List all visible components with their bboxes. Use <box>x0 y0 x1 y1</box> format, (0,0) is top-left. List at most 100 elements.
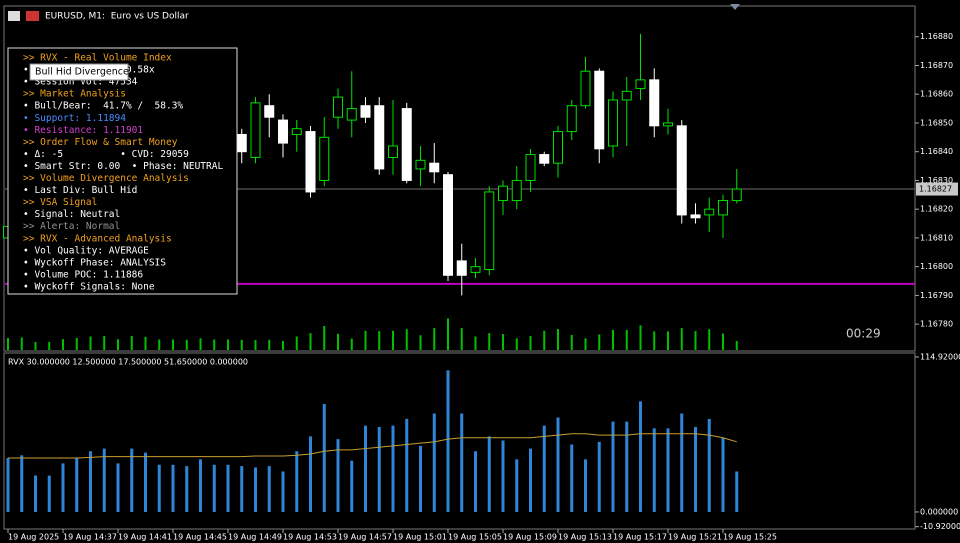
candle-body <box>676 125 687 216</box>
info-line: • Wyckoff Phase: ANALYSIS <box>23 257 166 268</box>
menu-icon[interactable] <box>8 11 20 21</box>
bar <box>89 451 92 512</box>
info-line: • Δ: -5 • CVD: 29059 <box>23 149 189 160</box>
bar <box>529 448 532 512</box>
bar <box>199 459 202 512</box>
candle-body <box>250 102 261 158</box>
candle-body <box>264 105 275 118</box>
info-line: • Vol Quality: AVERAGE <box>23 245 149 256</box>
bar <box>446 370 450 512</box>
bar <box>639 401 642 512</box>
candle-body <box>236 133 247 153</box>
tooltip-text: Bull Hid Divergence <box>35 67 129 78</box>
y-tick-label: 1.16880 <box>920 32 953 41</box>
info-panel-box <box>7 47 238 295</box>
bar <box>116 463 120 512</box>
bar <box>281 471 285 512</box>
info-line: >> VSA Signal <box>23 197 97 208</box>
indicator-pane-frame <box>3 352 916 530</box>
candle-body <box>333 96 343 118</box>
bar <box>34 475 37 512</box>
shift-marker <box>730 4 740 10</box>
candle-body <box>621 90 632 101</box>
y-tick-label: 114.920000 <box>920 352 960 361</box>
bar <box>556 417 560 512</box>
x-tick-label: 19 Aug 14:37 <box>63 533 117 542</box>
current-price-label: 1.16827 <box>919 185 952 194</box>
candle-body <box>429 162 440 173</box>
candle-body <box>704 208 715 216</box>
x-tick-label: 19 Aug 14:49 <box>228 533 282 542</box>
x-tick-label: 19 Aug 15:25 <box>723 533 777 542</box>
y-tick-label: 1.16790 <box>920 291 953 300</box>
candle-body <box>456 260 467 276</box>
bar <box>666 428 670 512</box>
y-tick-label: 1.16870 <box>920 61 953 70</box>
candle-body <box>305 131 316 193</box>
bar <box>6 458 10 512</box>
candle-body <box>388 145 398 158</box>
timer: 00:29 <box>846 327 881 341</box>
bar <box>295 451 299 512</box>
candle-body <box>690 214 701 219</box>
bar <box>322 404 326 512</box>
y-tick-label: 1.16780 <box>920 320 953 329</box>
candle-body <box>360 105 371 118</box>
bar <box>432 413 436 512</box>
bar <box>240 466 244 512</box>
candle-body <box>374 105 385 170</box>
info-line: • Smart Str: 0.00 • Phase: NEUTRAL <box>23 161 223 172</box>
x-tick-label: 19 Aug 15:21 <box>668 533 722 542</box>
candle-body <box>649 79 660 127</box>
bar <box>707 418 711 512</box>
info-line: • Resistance: 1.11901 <box>23 125 143 136</box>
candle-body <box>319 136 330 181</box>
info-panel: >> RVX - Real Volume Index• Buy/Sell Rat… <box>7 47 238 295</box>
bar <box>391 425 395 512</box>
candle-body <box>291 128 302 135</box>
candle-body <box>484 191 495 271</box>
info-line: • Bull/Bear: 41.7% / 58.3% <box>23 101 183 112</box>
bar <box>336 439 340 512</box>
info-line: >> Order Flow & Smart Money <box>23 137 178 148</box>
candle-body <box>346 108 357 121</box>
chart-icon[interactable] <box>26 11 39 21</box>
bar <box>584 459 587 512</box>
y-tick-label: -10.920000 <box>920 522 960 531</box>
bar <box>47 475 51 512</box>
candle-body <box>511 179 522 202</box>
info-line: • Session Vol: 47534 <box>23 77 138 88</box>
bar <box>694 426 697 512</box>
candle-body <box>401 108 412 181</box>
candle-body <box>278 119 288 144</box>
y-tick-label: 1.16850 <box>920 118 953 127</box>
bar <box>405 418 409 512</box>
candle-body <box>718 200 728 216</box>
bar <box>487 436 491 512</box>
candle-body <box>580 70 591 107</box>
bar <box>625 421 629 512</box>
x-tick-label: 19 Aug 15:05 <box>448 533 502 542</box>
bar <box>377 426 381 512</box>
info-line: • Wyckoff Signals: None <box>23 281 155 292</box>
info-line: • Volume POC: 1.11886 <box>23 269 143 280</box>
x-tick-label: 19 Aug 14:53 <box>283 533 337 542</box>
info-line: • Last Div: Bull Hid <box>23 185 137 196</box>
x-tick-label: 19 Aug 15:13 <box>558 533 612 542</box>
tooltip: Bull Hid Divergence <box>29 63 129 81</box>
current-price-badge <box>916 182 958 196</box>
bar <box>102 448 106 512</box>
candle-body <box>443 174 453 276</box>
candle-body <box>635 79 646 89</box>
bar <box>212 464 216 512</box>
main-pane-frame <box>3 5 916 352</box>
y-tick-label: 1.16820 <box>920 205 953 214</box>
candle-body <box>415 159 426 170</box>
bar <box>735 471 739 512</box>
bar <box>515 459 519 512</box>
candle-body <box>539 154 550 164</box>
x-tick-label: 19 Aug 14:41 <box>118 533 172 542</box>
bar <box>680 413 684 512</box>
y-tick-label: 1.16810 <box>920 233 953 242</box>
